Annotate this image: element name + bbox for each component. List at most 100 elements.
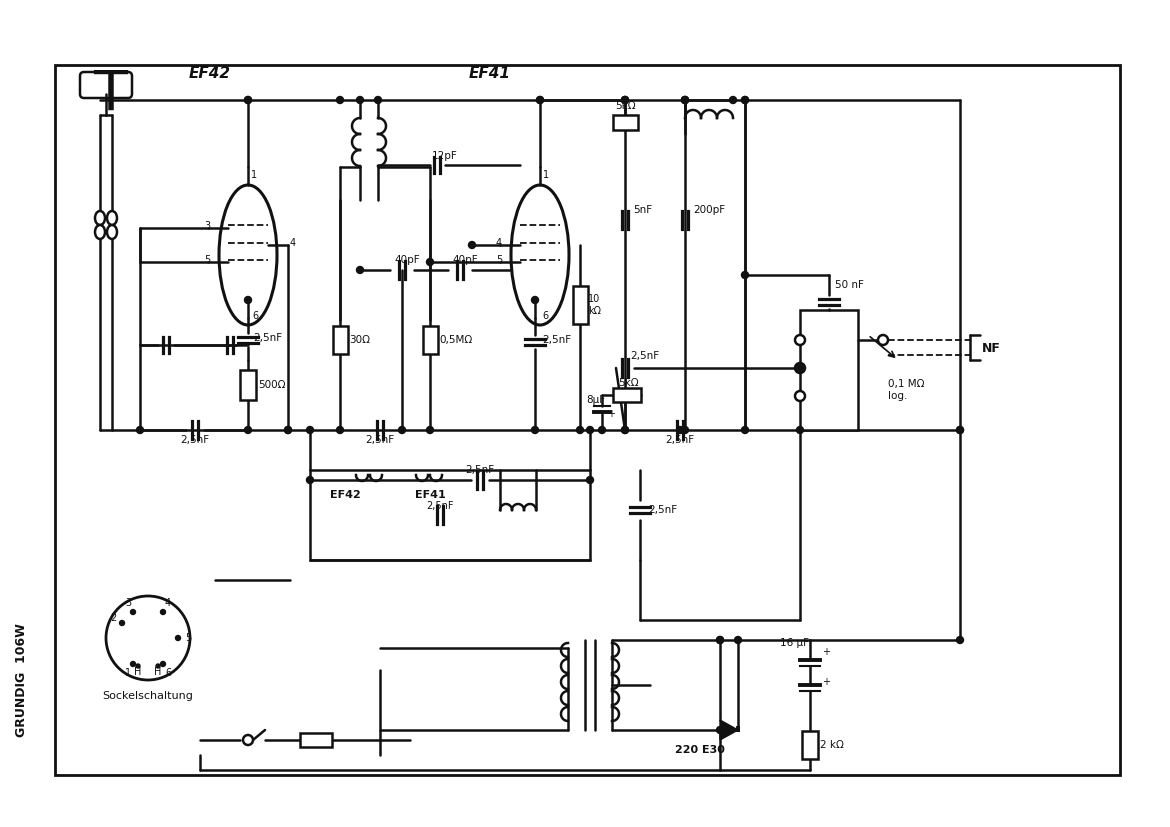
Circle shape: [427, 427, 434, 433]
Bar: [240, 370, 256, 400]
Bar: [801, 731, 818, 759]
Circle shape: [681, 97, 688, 103]
Circle shape: [957, 427, 964, 433]
Circle shape: [681, 97, 688, 103]
Circle shape: [794, 391, 805, 401]
Circle shape: [742, 427, 749, 433]
Circle shape: [537, 97, 544, 103]
Ellipse shape: [95, 211, 105, 225]
Circle shape: [742, 271, 749, 279]
Text: 500Ω: 500Ω: [259, 380, 285, 390]
Text: 5: 5: [496, 255, 502, 265]
Text: EF41: EF41: [469, 65, 511, 80]
Circle shape: [676, 427, 683, 433]
Circle shape: [427, 259, 434, 265]
Circle shape: [742, 97, 749, 103]
Text: EF42: EF42: [190, 65, 230, 80]
Circle shape: [735, 637, 742, 643]
Circle shape: [794, 335, 805, 345]
Text: +: +: [607, 409, 615, 419]
Circle shape: [742, 97, 749, 103]
Circle shape: [797, 365, 804, 371]
Circle shape: [374, 97, 381, 103]
Circle shape: [577, 427, 584, 433]
Text: NF: NF: [982, 342, 1000, 355]
Bar: [613, 114, 638, 130]
Text: Sockelschaltung: Sockelschaltung: [103, 691, 193, 701]
Circle shape: [537, 97, 544, 103]
Bar: [422, 326, 438, 354]
Text: 5: 5: [185, 633, 191, 643]
Circle shape: [357, 97, 364, 103]
Circle shape: [307, 476, 314, 484]
Text: 4: 4: [290, 238, 296, 248]
Text: H: H: [154, 667, 161, 677]
Circle shape: [307, 427, 314, 433]
Circle shape: [586, 427, 593, 433]
Circle shape: [337, 427, 344, 433]
Circle shape: [119, 620, 124, 625]
Text: T: T: [92, 68, 128, 122]
Text: 5kΩ: 5kΩ: [615, 101, 635, 111]
Text: H: H: [135, 667, 142, 677]
Ellipse shape: [106, 225, 117, 239]
Circle shape: [243, 735, 253, 745]
Circle shape: [621, 427, 628, 433]
Text: 1: 1: [543, 170, 549, 180]
Text: 0,5MΩ: 0,5MΩ: [439, 335, 473, 345]
Circle shape: [621, 97, 628, 103]
Text: 1: 1: [252, 170, 257, 180]
Circle shape: [797, 427, 804, 433]
Circle shape: [957, 637, 964, 643]
Circle shape: [716, 726, 723, 734]
Text: 4: 4: [165, 599, 171, 609]
Circle shape: [468, 241, 475, 248]
Circle shape: [131, 609, 136, 614]
Text: +: +: [823, 647, 830, 657]
Text: 0,1 MΩ
log.: 0,1 MΩ log.: [888, 380, 924, 401]
Text: 2: 2: [110, 613, 117, 623]
Circle shape: [794, 363, 805, 373]
Text: +: +: [823, 677, 830, 687]
Circle shape: [137, 427, 144, 433]
Circle shape: [245, 97, 252, 103]
Text: 5: 5: [204, 255, 209, 265]
Text: 4: 4: [496, 238, 502, 248]
Ellipse shape: [106, 211, 117, 225]
Text: 5nF: 5nF: [633, 205, 652, 215]
Text: 2,5nF: 2,5nF: [666, 435, 695, 445]
Text: GRUNDIG  106W: GRUNDIG 106W: [15, 623, 28, 737]
Circle shape: [284, 427, 291, 433]
Circle shape: [681, 427, 688, 433]
Circle shape: [399, 427, 406, 433]
Text: 1: 1: [125, 667, 131, 677]
Circle shape: [730, 97, 736, 103]
Circle shape: [716, 637, 723, 643]
Circle shape: [245, 427, 252, 433]
Text: 2 kΩ: 2 kΩ: [820, 740, 844, 750]
Circle shape: [106, 596, 190, 680]
Text: 5kΩ: 5kΩ: [618, 378, 639, 388]
Text: 2,5nF: 2,5nF: [180, 435, 209, 445]
Circle shape: [531, 297, 538, 304]
Circle shape: [156, 664, 160, 668]
Text: 2,5nF: 2,5nF: [648, 505, 677, 515]
Circle shape: [337, 97, 344, 103]
Text: EF41: EF41: [415, 490, 446, 500]
Circle shape: [284, 427, 291, 433]
Text: 2,5nF: 2,5nF: [629, 351, 659, 361]
Circle shape: [599, 427, 606, 433]
Circle shape: [245, 297, 252, 304]
Text: 16 µF: 16 µF: [780, 638, 808, 648]
Text: 40pF: 40pF: [452, 255, 477, 265]
Bar: [55, 65, 1120, 775]
FancyBboxPatch shape: [80, 72, 132, 98]
Circle shape: [586, 476, 593, 484]
Ellipse shape: [511, 185, 569, 325]
Circle shape: [160, 609, 165, 614]
Bar: [613, 388, 641, 402]
Text: 8µF: 8µF: [586, 395, 605, 405]
Text: 200pF: 200pF: [693, 205, 725, 215]
Text: 40pF: 40pF: [394, 255, 420, 265]
Circle shape: [621, 427, 628, 433]
